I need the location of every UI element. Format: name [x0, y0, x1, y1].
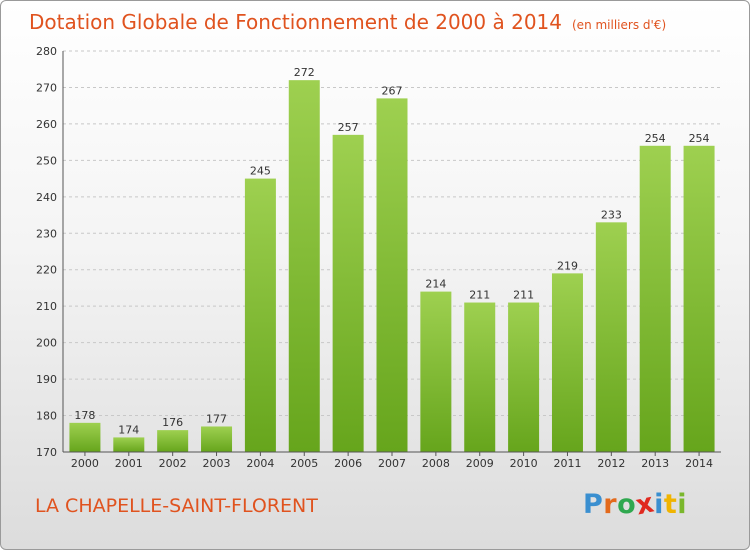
bar-value-label: 245 — [250, 165, 271, 178]
x-tick-label: 2004 — [246, 457, 274, 470]
y-tick-label: 230 — [36, 227, 57, 240]
logo-letter: i — [677, 489, 688, 520]
bar — [288, 80, 320, 452]
bar-chart: 170 180 190 200 210 220 230 240 250 260 270 280 178 2… — [36, 45, 721, 470]
proxiti-logo: Proxiti — [583, 487, 688, 521]
bar — [464, 302, 496, 452]
x-tick-label: 2009 — [466, 457, 494, 470]
bar — [683, 145, 715, 453]
bar — [244, 178, 276, 452]
chart-title: Dotation Globale de Fonctionnement de 20… — [29, 10, 666, 34]
logo-letter: o — [617, 489, 637, 520]
bar-value-label: 214 — [425, 278, 446, 291]
bar-value-label: 254 — [689, 132, 710, 145]
bar — [595, 222, 627, 452]
bar — [639, 145, 671, 453]
y-tick-label: 180 — [36, 410, 57, 423]
title-text: Dotation Globale de Fonctionnement de 20… — [29, 10, 562, 34]
x-tick-label: 2008 — [422, 457, 450, 470]
logo-letter: r — [603, 489, 618, 520]
bar — [332, 134, 364, 452]
commune-name: LA CHAPELLE-SAINT-FLORENT — [35, 495, 318, 517]
logo-letter: P — [583, 489, 604, 520]
x-tick-label: 2007 — [378, 457, 406, 470]
bar-value-label: 211 — [469, 289, 490, 302]
y-tick-label: 250 — [36, 154, 57, 167]
y-tick-label: 260 — [36, 118, 57, 131]
logo-letter: i — [654, 489, 664, 520]
x-tick-label: 2002 — [159, 457, 187, 470]
bar-value-label: 178 — [74, 409, 95, 422]
y-tick-label: 220 — [36, 264, 57, 277]
x-tick-label: 2014 — [685, 457, 713, 470]
y-tick-label: 240 — [36, 191, 57, 204]
y-tick-label: 190 — [36, 373, 57, 386]
bar — [551, 273, 583, 452]
bar-value-label: 219 — [557, 259, 578, 272]
bar-value-label: 272 — [294, 66, 315, 79]
bar — [376, 98, 408, 453]
x-tick-label: 2006 — [334, 457, 362, 470]
bar — [157, 430, 189, 452]
bar — [69, 422, 101, 452]
y-tick-label: 200 — [36, 337, 57, 350]
y-tick-label: 210 — [36, 300, 57, 313]
x-tick-label: 2010 — [510, 457, 538, 470]
bar-value-label: 211 — [513, 289, 534, 302]
x-tick-label: 2001 — [115, 457, 143, 470]
x-tick-label: 2011 — [553, 457, 581, 470]
bar-value-label: 177 — [206, 412, 227, 425]
x-tick-label: 2013 — [641, 457, 669, 470]
x-tick-label: 2000 — [71, 457, 99, 470]
y-tick-label: 270 — [36, 81, 57, 94]
bar-value-label: 267 — [382, 84, 403, 97]
bar-value-label: 254 — [645, 132, 666, 145]
unit-note: (en milliers d'€) — [572, 18, 667, 32]
axis-layer: 170 180 190 200 210 220 230 240 250 260 270 280 178 2… — [36, 45, 721, 470]
bar — [201, 426, 233, 452]
bar — [508, 302, 540, 452]
bar-layer — [69, 80, 715, 453]
y-tick-label: 170 — [36, 446, 57, 459]
bar-value-label: 174 — [118, 423, 139, 436]
bar-value-label: 176 — [162, 416, 183, 429]
bar — [420, 291, 452, 452]
bar-value-label: 257 — [338, 121, 359, 134]
logo-letter: t — [663, 489, 678, 520]
bar — [113, 437, 145, 452]
y-tick-label: 280 — [36, 45, 57, 58]
x-tick-label: 2012 — [597, 457, 625, 470]
x-tick-label: 2005 — [290, 457, 318, 470]
x-tick-label: 2003 — [203, 457, 231, 470]
bar-value-label: 233 — [601, 208, 622, 221]
